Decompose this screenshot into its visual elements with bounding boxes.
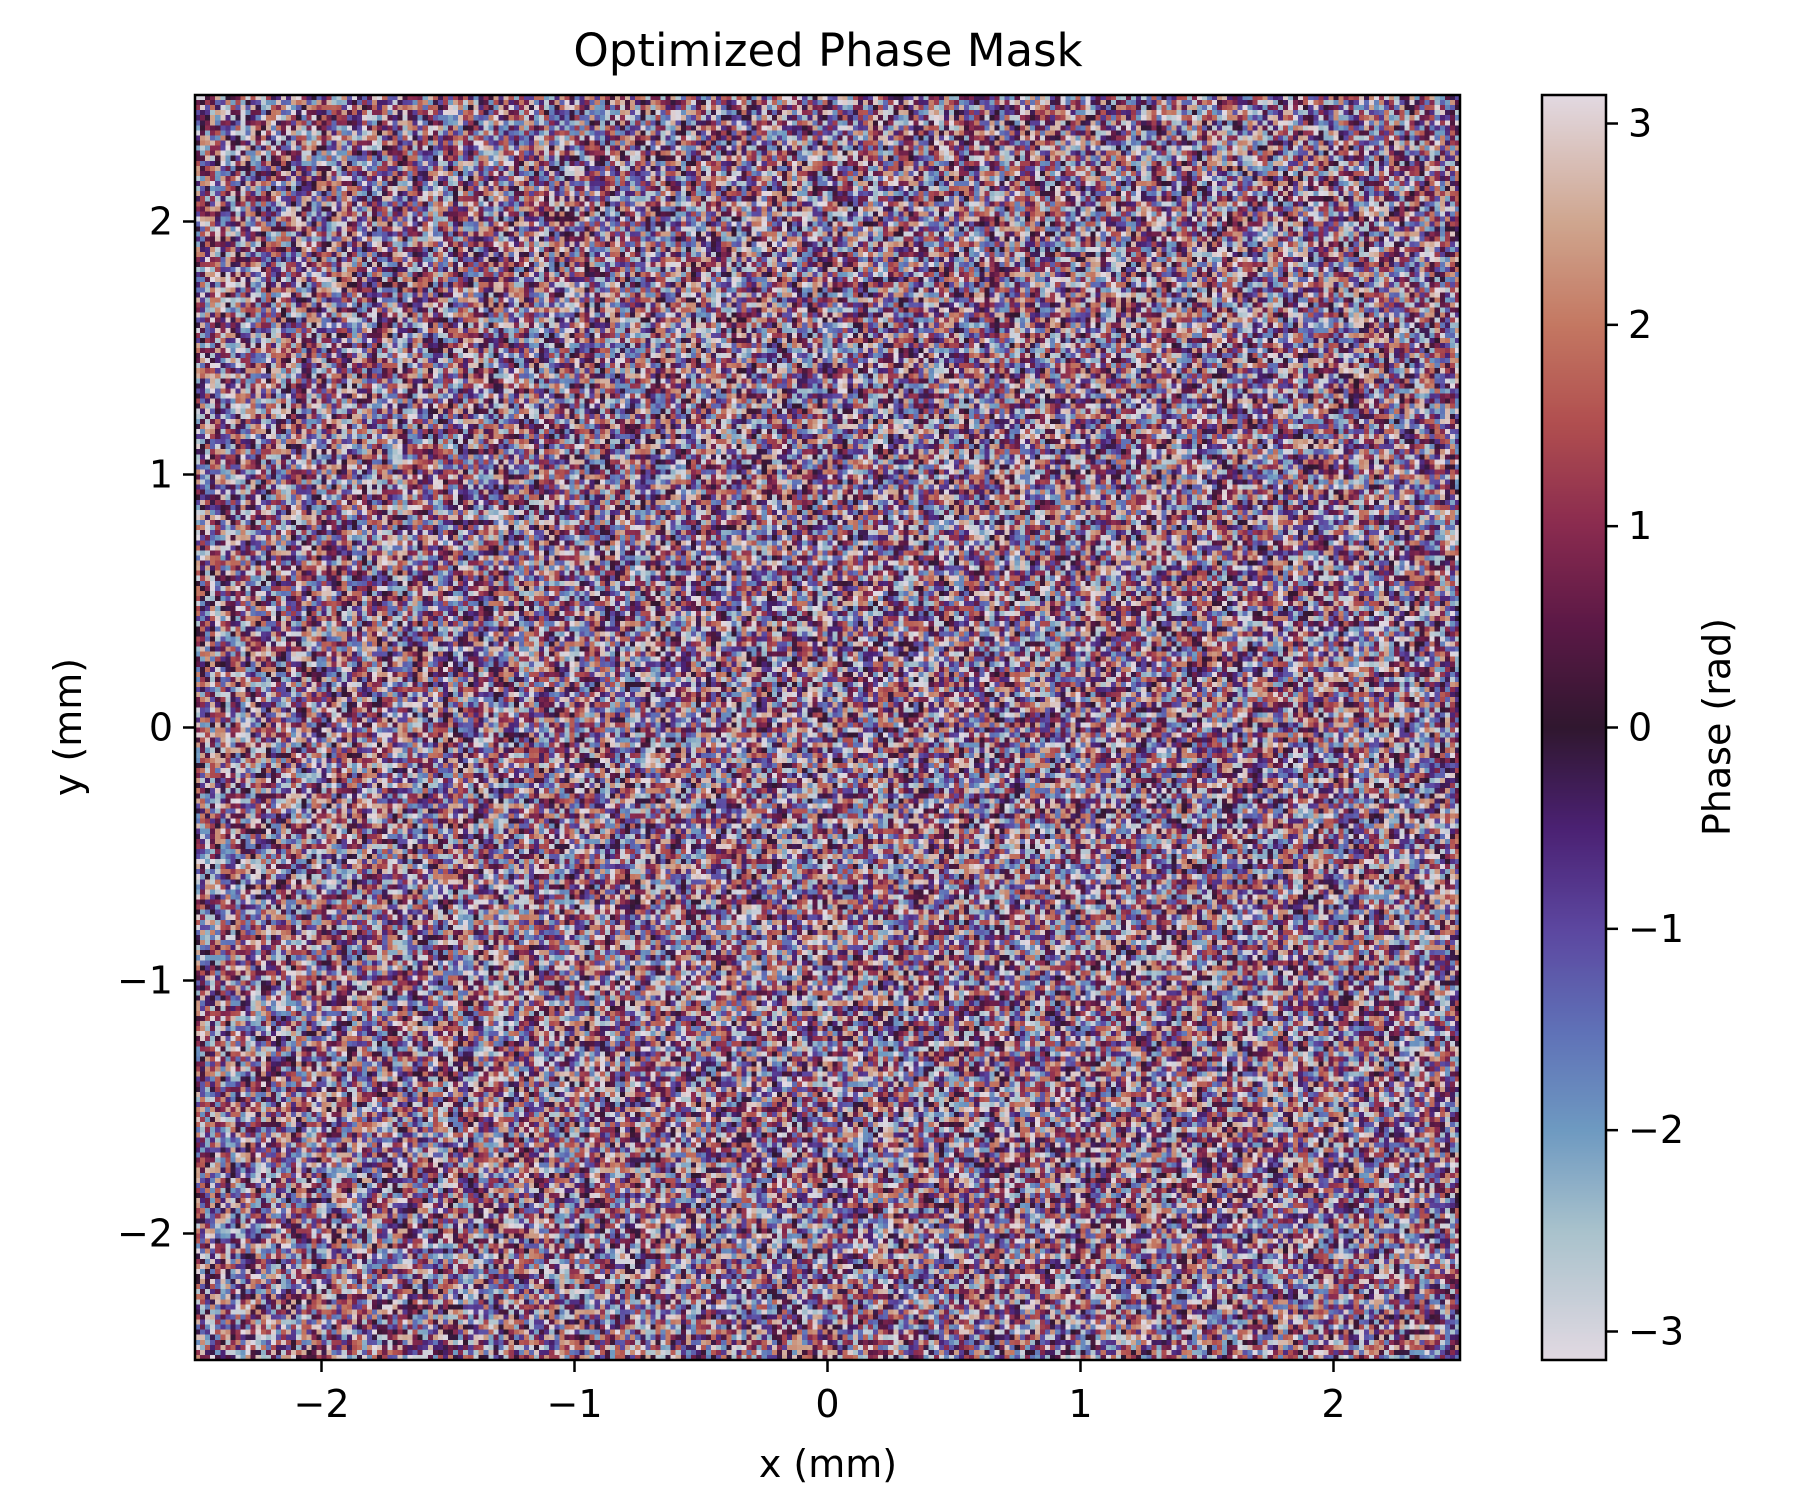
phase-mask-heatmap	[195, 95, 1460, 1360]
x-axis-label: x (mm)	[759, 1442, 897, 1486]
colorbar-tick-label: 3	[1628, 102, 1652, 146]
y-tick-label: 1	[149, 453, 173, 497]
colorbar-tick-label: −1	[1628, 907, 1684, 951]
colorbar-gradient	[1542, 95, 1606, 1360]
colorbar-tick-label: 2	[1628, 303, 1652, 347]
colorbar-tick-label: −3	[1628, 1309, 1684, 1353]
x-tick-label: 2	[1321, 1382, 1345, 1426]
colorbar-tick-label: 1	[1628, 504, 1652, 548]
y-tick-label: −2	[117, 1212, 173, 1256]
y-tick-label: −1	[117, 959, 173, 1003]
y-axis: −2 −1 0 1 2	[117, 200, 195, 1256]
heatmap-image-container	[195, 95, 1460, 1360]
x-tick-label: −1	[546, 1382, 602, 1426]
colorbar-axis: −3 −2 −1 0 1 2 3	[1606, 102, 1684, 1353]
x-tick-label: 0	[815, 1382, 839, 1426]
y-tick-label: 0	[149, 706, 173, 750]
colorbar-tick-label: −2	[1628, 1108, 1684, 1152]
colorbar-gradient-container	[1542, 95, 1606, 1360]
colorbar-tick-label: 0	[1628, 706, 1652, 750]
chart-title: Optimized Phase Mask	[573, 24, 1082, 77]
x-axis: −2 −1 0 1 2	[293, 1360, 1346, 1426]
colorbar-label: Phase (rad)	[1695, 618, 1739, 836]
y-tick-label: 2	[149, 200, 173, 244]
y-axis-label: y (mm)	[46, 658, 90, 796]
x-tick-label: 1	[1068, 1382, 1092, 1426]
x-tick-label: −2	[293, 1382, 349, 1426]
